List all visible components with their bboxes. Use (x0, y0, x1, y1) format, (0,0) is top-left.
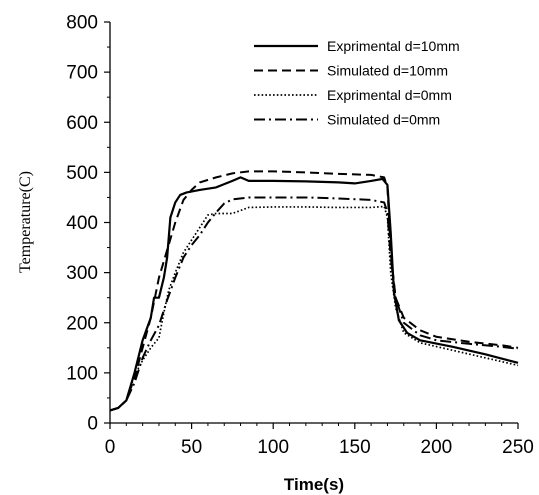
legend-label-4: Simulated d=0mm (327, 112, 440, 128)
legend: Exprimental d=10mm Simulated d=10mm Exprim… (254, 38, 460, 128)
x-tick-label: 250 (502, 437, 534, 458)
y-tick-label: 100 (66, 363, 98, 384)
x-tick-label: 150 (339, 437, 371, 458)
legend-label-3: Exprimental d=0mm (327, 87, 452, 103)
legend-label-1: Exprimental d=10mm (327, 38, 460, 54)
legend-label-2: Simulated d=10mm (327, 63, 448, 79)
x-tick-label: 100 (257, 437, 289, 458)
y-tick-label: 700 (66, 63, 98, 84)
y-tick-label: 200 (66, 313, 98, 334)
y-tick-label: 800 (66, 13, 98, 34)
x-tick-labels: 0 50 100 150 200 250 (105, 437, 534, 458)
plot-lines (109, 170, 519, 412)
series-line-1 (109, 176, 519, 412)
y-tick-label: 400 (66, 213, 98, 234)
series-line-4 (109, 196, 519, 412)
x-tick-label: 50 (181, 437, 202, 458)
y-tick-label: 300 (66, 263, 98, 284)
major-ticks (104, 21, 519, 429)
y-tick-label: 500 (66, 163, 98, 184)
y-tick-labels: 0 100 200 300 400 500 600 700 800 (66, 13, 98, 435)
y-tick-label: 600 (66, 113, 98, 134)
x-tick-label: 200 (421, 437, 453, 458)
minor-ticks (107, 46, 503, 426)
y-tick-label: 0 (87, 414, 98, 435)
y-axis-label: Temperature(C) (17, 171, 34, 273)
x-tick-label: 0 (105, 437, 116, 458)
series-line-2 (109, 170, 519, 412)
x-axis-label: Time(s) (284, 475, 344, 494)
